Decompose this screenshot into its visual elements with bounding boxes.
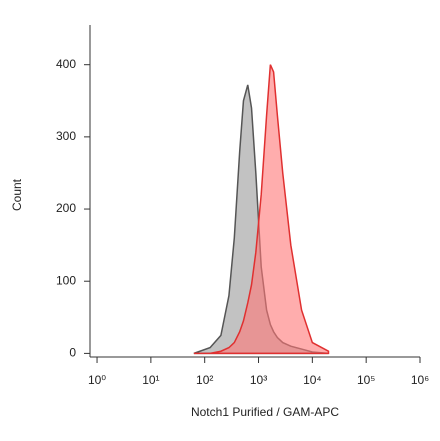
x-axis-title: Notch1 Purified / GAM-APC bbox=[191, 405, 339, 419]
histogram-area bbox=[193, 64, 330, 355]
x-tick-label: 10⁵ bbox=[357, 373, 375, 387]
y-tick-label: 100 bbox=[56, 273, 76, 287]
y-tick-label: 300 bbox=[56, 129, 76, 143]
y-tick-label: 200 bbox=[56, 201, 76, 215]
y-axis-title: Count bbox=[10, 178, 24, 211]
x-tick-label: 10⁶ bbox=[411, 373, 429, 387]
y-tick-label: 400 bbox=[56, 57, 76, 71]
x-tick-label: 10² bbox=[196, 373, 213, 387]
y-tick-label: 0 bbox=[69, 346, 76, 360]
x-tick-label: 10⁴ bbox=[303, 373, 322, 387]
x-tick-label: 10⁰ bbox=[88, 373, 106, 387]
x-tick-label: 10¹ bbox=[142, 373, 159, 387]
x-tick-label: 10³ bbox=[250, 373, 267, 387]
